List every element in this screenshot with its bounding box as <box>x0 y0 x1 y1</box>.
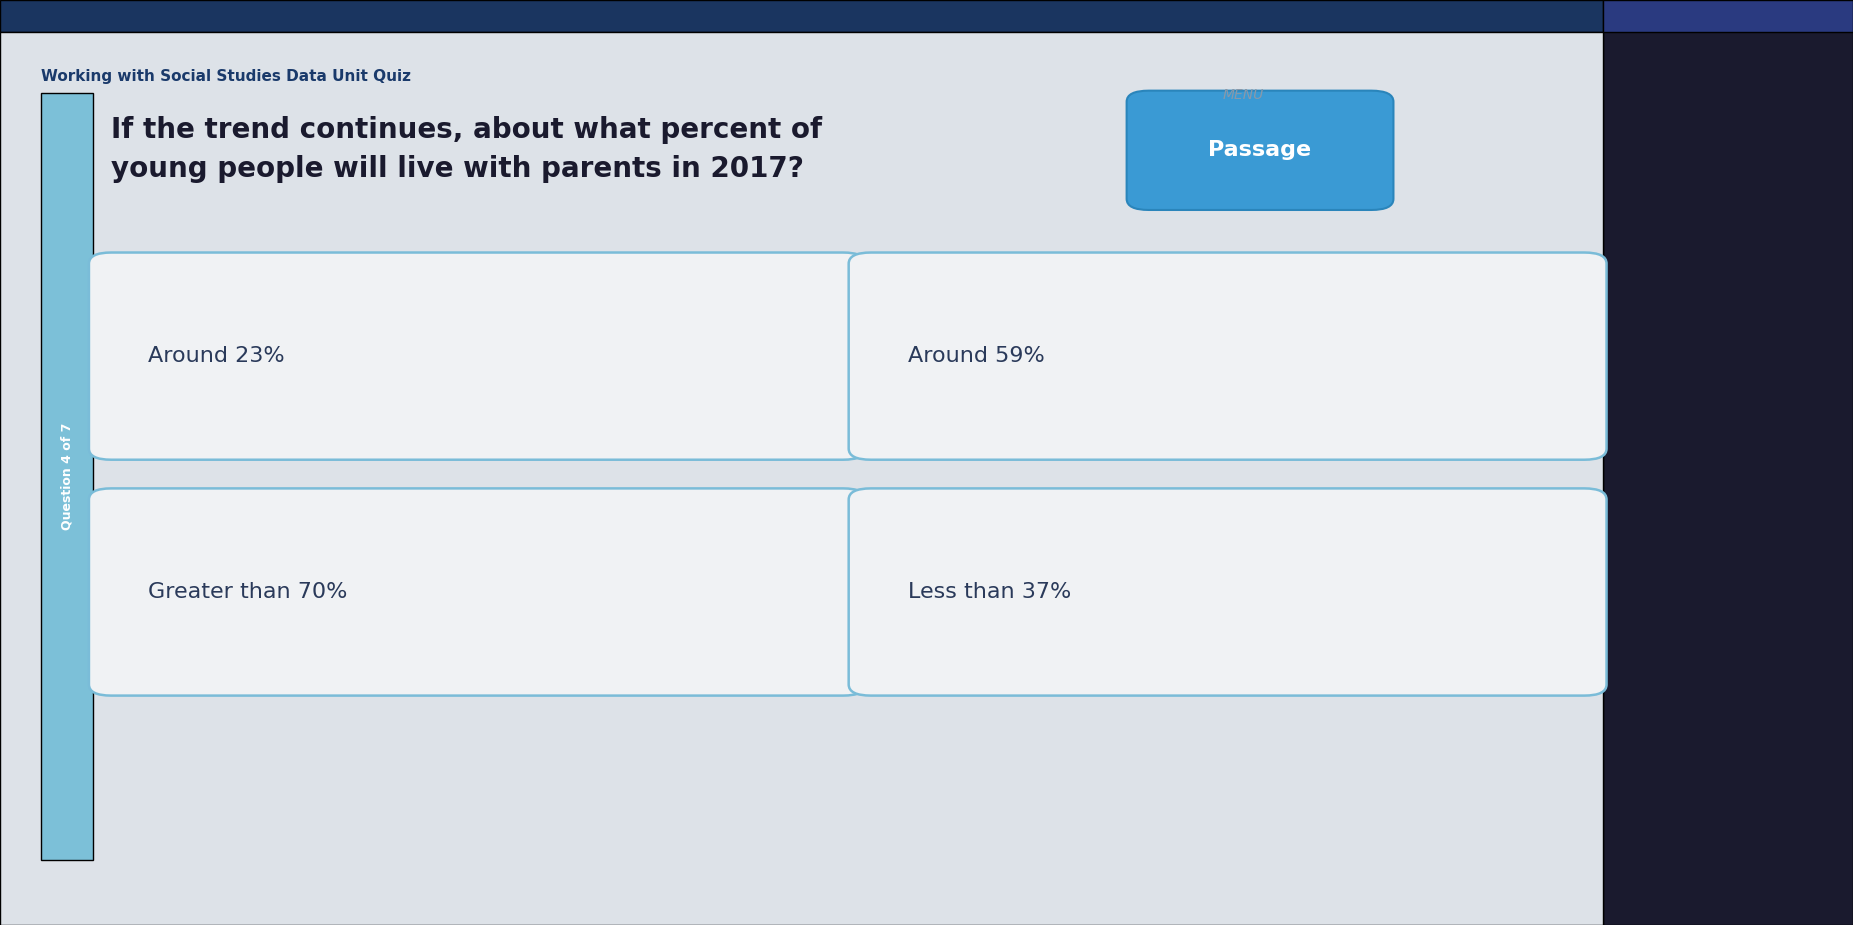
Text: Around 59%: Around 59% <box>908 346 1045 366</box>
FancyBboxPatch shape <box>849 253 1607 460</box>
FancyBboxPatch shape <box>41 92 93 860</box>
Text: MENU: MENU <box>1223 88 1264 102</box>
FancyBboxPatch shape <box>1603 0 1853 32</box>
Text: Greater than 70%: Greater than 70% <box>148 582 348 602</box>
FancyBboxPatch shape <box>1603 0 1853 925</box>
Text: If the trend continues, about what percent of
young people will live with parent: If the trend continues, about what perce… <box>111 116 823 182</box>
FancyBboxPatch shape <box>849 488 1607 696</box>
Text: Around 23%: Around 23% <box>148 346 285 366</box>
Text: Less than 37%: Less than 37% <box>908 582 1071 602</box>
FancyBboxPatch shape <box>0 32 1603 925</box>
Text: Question 4 of 7: Question 4 of 7 <box>59 423 74 530</box>
FancyBboxPatch shape <box>89 488 865 696</box>
FancyBboxPatch shape <box>89 253 865 460</box>
Text: Working with Social Studies Data Unit Quiz: Working with Social Studies Data Unit Qu… <box>41 69 411 84</box>
FancyBboxPatch shape <box>1127 91 1393 210</box>
FancyBboxPatch shape <box>0 0 1603 32</box>
Text: Passage: Passage <box>1208 141 1312 160</box>
